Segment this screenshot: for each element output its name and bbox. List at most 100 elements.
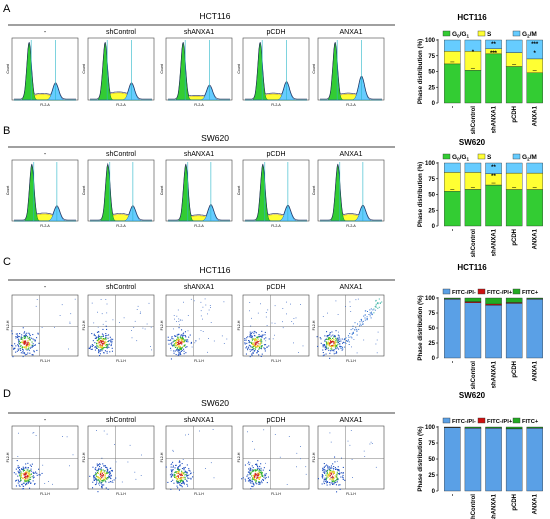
scatter-dot — [102, 469, 104, 471]
scatter-dot — [180, 337, 182, 339]
scatter-dot — [258, 473, 260, 475]
scatter-dot — [177, 343, 179, 345]
scatter-dot — [176, 334, 178, 336]
scatter-dot — [18, 472, 20, 474]
scatter-dot — [210, 322, 212, 323]
scatter-dot — [98, 346, 100, 348]
scatter-dot — [375, 306, 377, 308]
scatter-ylabel: FL2-H — [160, 452, 164, 462]
scatter-dot — [109, 471, 111, 473]
scatter-dot — [330, 467, 332, 469]
scatter-dot — [205, 468, 206, 469]
scatter-dot — [101, 470, 103, 472]
scatter-dot — [336, 473, 338, 475]
scatter-dot — [331, 478, 333, 480]
scatter-dot — [241, 478, 243, 480]
scatter-dot — [28, 349, 30, 351]
scatter-dot — [100, 468, 102, 470]
scatter-dot — [371, 311, 372, 313]
scatter-dot — [110, 345, 112, 347]
scatter-dot — [255, 342, 257, 344]
scatter-dot — [170, 343, 172, 345]
scatter-dot — [105, 481, 107, 483]
scatter-dot — [13, 348, 15, 350]
x-tick-label: - — [450, 106, 456, 108]
scatter-dot — [41, 472, 43, 474]
scatter-dot — [173, 350, 175, 352]
scatter-dot — [319, 337, 321, 339]
bar-segment — [526, 299, 543, 359]
scatter-dot — [37, 332, 39, 334]
scatter-dot — [102, 335, 104, 337]
scatter-dot — [32, 472, 34, 474]
scatter-dot — [331, 348, 333, 350]
sample-title: shANXA1 — [184, 29, 214, 36]
scatter-dot — [333, 349, 335, 351]
scatter-dot — [33, 350, 35, 352]
scatter-dot — [25, 463, 27, 465]
scatter-dot — [32, 354, 34, 356]
scatter-dot — [350, 329, 352, 331]
scatter-dot — [98, 476, 100, 478]
x-tick-label: pCDH — [512, 229, 518, 246]
scatter-dot — [245, 353, 247, 355]
scatter-dot — [326, 331, 328, 333]
bar-segment — [444, 299, 461, 359]
scatter-dot — [257, 312, 259, 314]
scatter-dot — [177, 487, 179, 489]
y-axis-label: Phase distribution (%) — [417, 162, 424, 227]
scatter-dot — [253, 483, 255, 485]
scatter-dot — [342, 466, 344, 468]
scatter-dot — [101, 340, 103, 342]
scatter-dot — [173, 482, 175, 484]
scatter-dot — [254, 479, 256, 481]
scatter-dot — [250, 479, 252, 481]
sample-title: shControl — [106, 417, 136, 424]
scatter-dot — [181, 341, 183, 343]
scatter-dot — [351, 332, 353, 334]
scatter-dot — [151, 349, 152, 351]
scatter-dot — [252, 348, 254, 350]
scatter-dot — [97, 343, 99, 345]
scatter-dot — [251, 347, 253, 349]
scatter-dot — [282, 327, 284, 329]
sample-title: shControl — [106, 151, 136, 158]
scatter-dot — [249, 310, 250, 312]
scatter-dot — [174, 335, 176, 337]
scatter-dot — [176, 485, 178, 487]
scatter-dot — [94, 477, 96, 479]
scatter-frame — [165, 425, 233, 490]
scatter-dot — [104, 474, 106, 476]
scatter-dot — [328, 344, 330, 346]
scatter-dot — [35, 435, 37, 436]
histogram-g2-fill — [320, 76, 382, 101]
scatter-dot — [110, 475, 112, 477]
scatter-dot — [19, 470, 21, 472]
scatter-dot — [338, 473, 340, 475]
scatter-dot — [181, 477, 183, 479]
scatter-dot — [184, 339, 186, 341]
scatter-dot — [317, 478, 319, 480]
scatter-dot — [27, 344, 29, 346]
bar-segment — [505, 426, 523, 429]
x-tick-label: - — [450, 361, 456, 363]
scatter-dot — [178, 479, 180, 481]
scatter-dot — [23, 340, 25, 342]
scatter-dot — [320, 338, 322, 340]
scatter-dot — [175, 464, 177, 466]
scatter-dot — [255, 339, 257, 341]
scatter-dot — [244, 478, 246, 480]
scatter-dot — [96, 481, 98, 483]
scatter-dot — [27, 469, 29, 471]
scatter-dot — [100, 467, 102, 469]
scatter-dot — [333, 353, 335, 355]
scatter-dot — [329, 345, 331, 347]
bar-segment — [464, 162, 482, 173]
scatter-dot — [223, 343, 225, 344]
bar-segment — [485, 305, 502, 359]
scatter-dot — [25, 473, 27, 475]
scatter-dot — [34, 344, 36, 346]
scatter-dot — [184, 331, 186, 333]
scatter-dot — [96, 465, 98, 467]
scatter-dot — [99, 463, 101, 465]
